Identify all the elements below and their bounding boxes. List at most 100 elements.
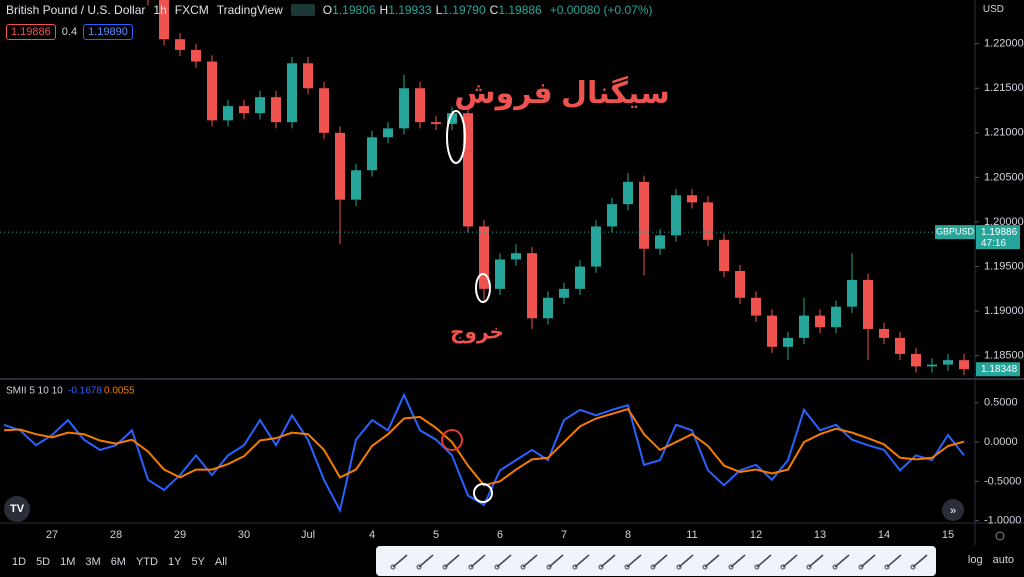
exit-label: خروج	[450, 321, 504, 343]
tool-icon[interactable]	[574, 554, 590, 568]
tool-icon[interactable]	[470, 554, 486, 568]
timeframe-button[interactable]: YTD	[135, 556, 158, 568]
tool-icon-dot[interactable]	[442, 564, 448, 570]
candle-body	[863, 279, 873, 329]
tool-icon-dot[interactable]	[494, 564, 500, 570]
timeframe-button[interactable]: 3M	[85, 556, 101, 568]
tool-icon[interactable]	[756, 554, 772, 568]
ohlc-key: C	[489, 3, 499, 17]
tool-icon[interactable]	[860, 554, 876, 568]
indicator-value: -0.1678	[68, 386, 102, 397]
candle-body	[495, 259, 505, 289]
tool-icon-dot[interactable]	[520, 564, 526, 570]
tool-icon[interactable]	[626, 554, 642, 568]
close-price-label: 1.18348	[981, 364, 1018, 375]
ohlc-key: L	[435, 3, 443, 17]
candle-body	[559, 288, 569, 298]
tool-icon[interactable]	[418, 554, 434, 568]
candle-body	[351, 170, 361, 200]
status-icons	[290, 4, 315, 16]
tool-icon-dot[interactable]	[702, 564, 708, 570]
tool-icon-dot[interactable]	[676, 564, 682, 570]
tool-icon-dot[interactable]	[806, 564, 812, 570]
tool-icon-dot[interactable]	[572, 564, 578, 570]
tool-icon-dot[interactable]	[728, 564, 734, 570]
timeframe-button[interactable]: 1M	[60, 556, 76, 568]
tool-icon[interactable]	[730, 554, 746, 568]
candle-body	[447, 113, 457, 124]
candle-body	[415, 88, 425, 123]
tool-icon[interactable]	[522, 554, 538, 568]
tool-icon[interactable]	[444, 554, 460, 568]
candle-body	[591, 226, 601, 267]
change: +0.00080 (+0.07%)	[549, 3, 653, 17]
candle-body	[607, 204, 617, 227]
candle-body	[639, 181, 649, 249]
tool-icon-dot[interactable]	[598, 564, 604, 570]
interval[interactable]: 1h	[153, 3, 167, 17]
x-tick-label: 14	[878, 529, 890, 541]
timeframe-button[interactable]: All	[214, 556, 228, 568]
candle-body	[383, 128, 393, 138]
tool-icon-dot[interactable]	[468, 564, 474, 570]
x-tick-label: 29	[174, 529, 186, 541]
tool-icon[interactable]	[600, 554, 616, 568]
candle-body	[159, 0, 169, 40]
tool-icon[interactable]	[808, 554, 824, 568]
tool-icon-dot[interactable]	[910, 564, 916, 570]
timeframe-button[interactable]: 1Y	[167, 556, 182, 568]
annotations: سیگنال فروش خروج SMII 5 10 10 TV »	[4, 75, 1005, 541]
tool-icon-dot[interactable]	[416, 564, 422, 570]
tool-icon-dot[interactable]	[624, 564, 630, 570]
tool-icon[interactable]	[782, 554, 798, 568]
scale-button[interactable]: auto	[992, 554, 1014, 566]
tool-icon-dot[interactable]	[390, 564, 396, 570]
tool-icon-dot[interactable]	[858, 564, 864, 570]
tool-icon-dot[interactable]	[884, 564, 890, 570]
exit-ellipse	[475, 273, 491, 303]
spread: 0.4	[61, 26, 78, 38]
tool-icon-dot[interactable]	[546, 564, 552, 570]
candle-body	[783, 337, 793, 347]
settings-icon[interactable]	[995, 531, 1005, 541]
currency[interactable]: USD	[982, 4, 1004, 15]
timeframe-button[interactable]: 5D	[36, 556, 51, 568]
tool-icon-dot[interactable]	[650, 564, 656, 570]
tool-icon[interactable]	[392, 554, 408, 568]
tool-icon[interactable]	[678, 554, 694, 568]
tool-icon[interactable]	[704, 554, 720, 568]
x-tick-label: 4	[369, 529, 375, 541]
timeframes: 1D 5D 1M 3M 6M YTD 1Y 5Y All	[0, 548, 227, 576]
timeframe-button[interactable]: 6M	[110, 556, 126, 568]
sell-ellipse	[446, 110, 466, 164]
indicator-value: 0.0055	[104, 386, 135, 397]
timeframe-button[interactable]: 5Y	[191, 556, 205, 568]
tool-icon[interactable]	[886, 554, 902, 568]
tool-icon[interactable]	[652, 554, 668, 568]
candle-body	[911, 353, 921, 367]
sell-button[interactable]: 1.19886	[6, 24, 56, 40]
tool-icon[interactable]	[912, 554, 928, 568]
tool-icon-dot[interactable]	[754, 564, 760, 570]
scroll-button[interactable]	[942, 499, 964, 521]
candle-body	[319, 88, 329, 133]
y-tick-label: 0.0000	[984, 436, 1018, 448]
y-tick-label: 1.18500	[984, 350, 1024, 362]
y-tick-label: 1.22000	[984, 38, 1024, 50]
candle-body	[943, 360, 953, 365]
tool-icon[interactable]	[496, 554, 512, 568]
candle-body	[543, 297, 553, 319]
candle-body	[719, 239, 729, 272]
scale-button[interactable]: log	[967, 554, 983, 566]
tool-icon-dot[interactable]	[832, 564, 838, 570]
drawing-toolbar	[376, 546, 936, 576]
tool-icon[interactable]	[834, 554, 850, 568]
timeframe-button[interactable]: 1D	[12, 556, 27, 568]
tool-icon-dot[interactable]	[780, 564, 786, 570]
tool-icon[interactable]	[548, 554, 564, 568]
scroll-icon[interactable]: »	[950, 505, 956, 517]
candle-body	[959, 360, 969, 370]
candle-body	[175, 39, 185, 50]
ohlc: O1.19806 H1.19933 L1.19790 C1.19886	[323, 3, 542, 17]
buy-button[interactable]: 1.19890	[83, 24, 133, 40]
